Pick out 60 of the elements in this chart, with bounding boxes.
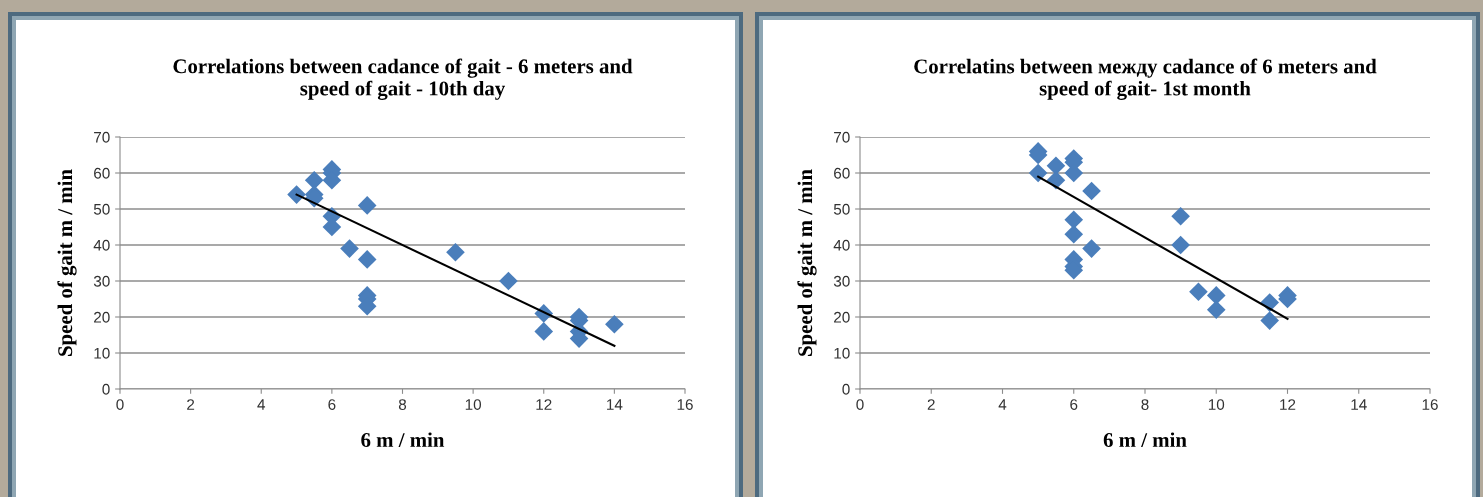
point xyxy=(357,250,377,269)
y-tick-label: 10 xyxy=(834,347,850,359)
x-tick-label: 2 xyxy=(927,399,935,410)
y-tick-label: 20 xyxy=(94,311,110,323)
point xyxy=(1064,210,1084,230)
point xyxy=(1206,286,1226,305)
point xyxy=(1206,300,1226,320)
y-tick-label: 70 xyxy=(834,131,850,143)
x-tick-label: 14 xyxy=(1351,399,1367,410)
x-tick-label: 2 xyxy=(187,399,195,410)
point xyxy=(1082,239,1101,258)
point xyxy=(1028,163,1048,183)
y-tick-label: 50 xyxy=(93,203,110,215)
x-tick-label: 0 xyxy=(856,399,864,410)
y-tick-label: 60 xyxy=(94,167,110,179)
x-tick-label: 6 xyxy=(1070,399,1078,410)
x-axis-title: 6 m / min xyxy=(361,432,445,448)
point xyxy=(1260,311,1279,330)
chart-title: Correlatins between между cadance of 6 meters and speed of gait- 1st month xyxy=(914,58,1377,100)
x-tick-label: 10 xyxy=(465,399,482,410)
x-tick-label: 12 xyxy=(536,399,552,410)
y-tick-label: 30 xyxy=(93,275,110,287)
y-axis-title: Speed of gait m / min xyxy=(57,169,77,356)
point xyxy=(1064,224,1084,244)
point xyxy=(534,322,554,341)
x-tick-label: 16 xyxy=(677,399,693,410)
x-tick-label: 12 xyxy=(1280,399,1296,410)
x-axis-title: 6 m / min xyxy=(1103,432,1187,448)
x-tick-label: 6 xyxy=(328,399,336,410)
y-tick-label: 60 xyxy=(834,167,850,179)
chart-title: Correlations between cadance of gait - 6 meters and speed of gait - 10th day xyxy=(173,58,633,100)
x-tick-label: 4 xyxy=(998,399,1007,410)
y-tick-label: 0 xyxy=(102,383,110,395)
y-tick-label: 40 xyxy=(93,239,110,251)
y-axis-title: Speed of gait m / min xyxy=(797,169,817,356)
point xyxy=(304,170,324,190)
y-tick-label: 0 xyxy=(842,383,850,395)
x-tick-label: 14 xyxy=(607,399,623,410)
point xyxy=(1046,156,1066,176)
point xyxy=(340,239,359,258)
x-tick-label: 8 xyxy=(1141,399,1149,410)
point xyxy=(1189,282,1208,302)
x-tick-label: 4 xyxy=(257,399,266,410)
point xyxy=(499,271,518,291)
x-tick-label: 10 xyxy=(1208,399,1225,410)
y-tick-label: 40 xyxy=(833,239,850,251)
y-tick-label: 50 xyxy=(833,203,850,215)
x-tick-label: 16 xyxy=(1422,399,1438,410)
y-tick-label: 20 xyxy=(834,311,850,323)
point xyxy=(605,314,624,334)
x-tick-label: 8 xyxy=(398,399,407,410)
y-tick-label: 70 xyxy=(94,131,110,143)
y-tick-label: 10 xyxy=(94,347,110,359)
y-tick-label: 30 xyxy=(833,275,850,287)
point xyxy=(1171,206,1190,226)
point xyxy=(357,196,377,215)
point xyxy=(1171,235,1190,255)
point xyxy=(446,242,465,262)
point xyxy=(1082,181,1101,201)
x-tick-label: 0 xyxy=(116,399,124,410)
